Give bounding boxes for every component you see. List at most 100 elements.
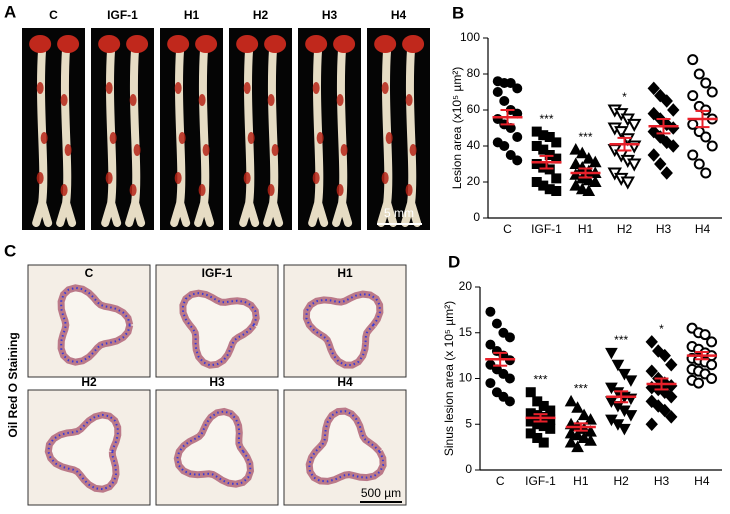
lesion-spot <box>243 82 251 94</box>
data-point <box>575 146 589 159</box>
lesion-spot <box>271 144 279 156</box>
data-point <box>627 158 642 172</box>
vessel-wall <box>305 407 387 485</box>
data-point <box>624 375 638 387</box>
data-point <box>665 390 678 404</box>
y-tick-label: 0 <box>465 462 472 476</box>
aorta <box>332 44 353 227</box>
data-point <box>647 81 660 96</box>
data-point <box>485 306 496 317</box>
aorta-photo <box>160 28 223 230</box>
aorta <box>401 44 422 227</box>
data-point <box>582 184 596 196</box>
vessel-wall <box>173 407 255 488</box>
lesion-spot <box>405 94 413 106</box>
data-point <box>627 118 642 132</box>
data-point <box>614 126 629 140</box>
aortic-arch <box>264 35 287 53</box>
y-tick-label: 10 <box>459 371 473 385</box>
data-point <box>512 83 523 94</box>
data-point <box>687 90 699 102</box>
data-point <box>544 132 555 142</box>
vessel-wall <box>179 289 260 369</box>
lesion-spot <box>129 184 137 196</box>
y-tick-label: 20 <box>467 174 481 188</box>
aortic-arch <box>402 35 425 53</box>
data-point <box>660 166 673 180</box>
data-point <box>667 103 680 117</box>
lesion-spot <box>174 172 182 184</box>
lesion-spot <box>312 172 320 184</box>
lesion-spot <box>267 184 275 196</box>
photo-label: H3 <box>322 8 338 22</box>
y-tick-label: 40 <box>467 138 481 152</box>
data-point <box>665 410 678 424</box>
lesion-spot <box>198 94 206 106</box>
aorta-photo <box>367 28 430 230</box>
y-tick-label: 100 <box>460 30 480 44</box>
x-tick-label: H4 <box>694 474 710 488</box>
significance: *** <box>533 372 547 386</box>
lesion-spot <box>198 184 206 196</box>
aorta-photo <box>22 28 85 230</box>
lesion-spot <box>405 184 413 196</box>
data-point <box>658 348 671 363</box>
x-tick-label: H3 <box>656 222 672 236</box>
lesion-spot <box>340 144 348 156</box>
data-point <box>584 434 597 446</box>
data-point <box>700 77 712 89</box>
aortic-arch <box>374 35 397 53</box>
data-point <box>512 155 523 166</box>
lesion-spot <box>385 132 393 144</box>
significance: *** <box>574 382 588 396</box>
data-point <box>538 437 549 448</box>
data-point <box>667 139 680 153</box>
y-tick-label: 60 <box>467 102 481 116</box>
y-axis-label: Sinus lesion area (x 10⁵ µm²) <box>442 301 456 456</box>
data-point <box>564 394 578 407</box>
data-point <box>647 148 660 162</box>
panel-label: C <box>4 241 16 260</box>
aorta-photo <box>229 28 292 230</box>
x-tick-label: IGF-1 <box>531 222 562 236</box>
lesion-spot <box>105 82 113 94</box>
y-tick-label: 5 <box>465 416 472 430</box>
data-point <box>538 144 549 155</box>
data-point <box>577 408 591 421</box>
data-point <box>504 373 515 384</box>
data-point <box>706 373 718 384</box>
side-label: Oil Red O Staining <box>6 332 20 437</box>
aortic-arch <box>98 35 121 53</box>
x-tick-label: H2 <box>613 474 629 488</box>
data-point <box>504 396 515 407</box>
photo-label: C <box>85 266 94 280</box>
scale-bar-label: 500 µm <box>361 486 401 500</box>
vessel-wall <box>44 411 122 493</box>
aortic-arch <box>305 35 328 53</box>
lesion-spot <box>60 184 68 196</box>
lesion-spot <box>316 132 324 144</box>
data-point <box>577 431 591 443</box>
aortic-arch <box>126 35 149 53</box>
x-tick-label: H3 <box>654 474 670 488</box>
lesion-spot <box>267 94 275 106</box>
data-point <box>693 68 705 80</box>
data-point <box>645 335 658 349</box>
y-tick-label: 0 <box>473 210 480 224</box>
lesion-spot <box>202 144 210 156</box>
lesion-spot <box>312 82 320 94</box>
lesion-spot <box>36 82 44 94</box>
lesion-spot <box>336 184 344 196</box>
x-tick-label: H1 <box>578 222 594 236</box>
aorta-photo <box>298 28 361 230</box>
aortic-arch <box>167 35 190 53</box>
x-tick-label: H2 <box>617 222 633 236</box>
aorta <box>194 44 215 227</box>
data-point <box>571 428 584 441</box>
x-tick-label: IGF-1 <box>525 474 556 488</box>
x-tick-label: H1 <box>573 474 589 488</box>
lesion-spot <box>105 172 113 184</box>
photo-label: H1 <box>337 266 353 280</box>
data-point <box>687 149 699 161</box>
